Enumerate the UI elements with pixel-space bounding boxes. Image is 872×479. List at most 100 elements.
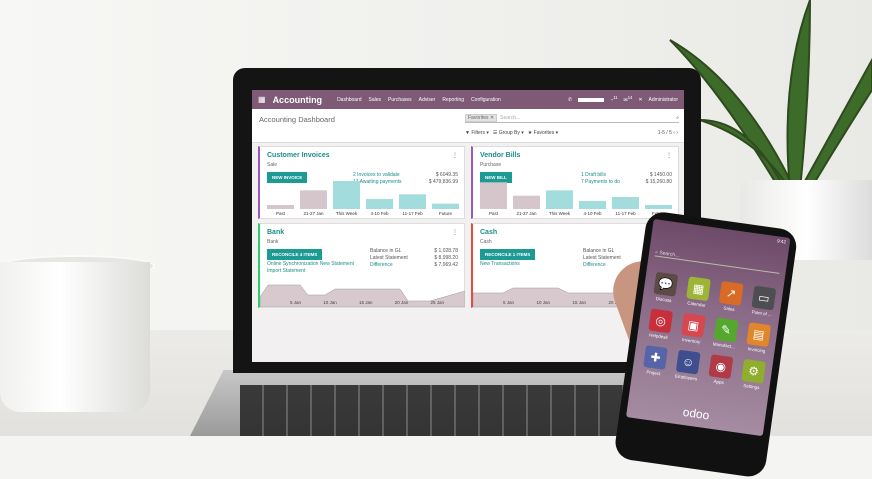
reconcile-button[interactable]: RECONCILE 4 ITEMS [267, 249, 323, 260]
difference-link[interactable]: Difference [583, 262, 606, 268]
new-invoice-button[interactable]: NEW INVOICE [267, 172, 308, 183]
kebab-menu-icon[interactable]: ⋮ [452, 230, 458, 236]
app-icon: ✎ [713, 317, 739, 343]
menu-sales[interactable]: Sales [368, 96, 382, 103]
x-label: 15 Jan [572, 300, 586, 305]
invoices-to-validate-link[interactable]: 2 Invoices to validate [353, 172, 400, 178]
app-tile[interactable]: ⚙ Settings [736, 358, 770, 391]
app-tile[interactable]: 💬 Discuss [648, 271, 682, 304]
bar[interactable] [267, 205, 294, 209]
value: $ 6049.35 [435, 172, 458, 178]
app-tile[interactable]: ◉ Apps [704, 354, 738, 387]
bar[interactable] [546, 190, 573, 209]
card-title[interactable]: Customer Invoices [267, 152, 330, 159]
app-icon: ▤ [746, 322, 772, 348]
app-label: Invoicing [747, 346, 766, 354]
prev-page-button[interactable]: ‹ [673, 130, 675, 136]
activity-icon[interactable]: ◔11 [610, 95, 618, 104]
payments-to-do-link[interactable]: 7 Payments to do [581, 179, 620, 185]
bar-label: 11-17 Feb [402, 211, 423, 216]
bar-label: 4-10 Feb [583, 211, 602, 216]
phone-input[interactable] [578, 97, 605, 102]
bar[interactable] [513, 195, 540, 209]
odoo-logo: odoo [681, 404, 711, 423]
app-tile[interactable]: ↗ Sales [714, 280, 748, 313]
phone-icon[interactable]: ✆ [567, 96, 573, 103]
app-tile[interactable]: ▭ Point of ... [747, 285, 781, 318]
bar[interactable] [300, 190, 327, 209]
apps-menu-icon[interactable]: ▦ [258, 95, 266, 104]
filters-dropdown[interactable]: ▼ Filters ▾ [465, 130, 489, 136]
messages-icon[interactable]: ✉14 [623, 95, 633, 104]
app-label: Helpdesk [648, 332, 669, 340]
menu-adviser[interactable]: Adviser [418, 96, 436, 103]
bar[interactable] [366, 199, 393, 209]
bar[interactable] [480, 182, 507, 209]
bar[interactable] [579, 201, 606, 209]
user-menu[interactable]: Administrator [648, 96, 678, 103]
app-icon: ◎ [648, 308, 674, 334]
menu-dashboard[interactable]: Dashboard [337, 96, 362, 103]
app-tile[interactable]: ✚ Project [638, 345, 672, 378]
group-by-dropdown[interactable]: ☰ Group By ▾ [492, 130, 524, 136]
app-icon: ▦ [686, 276, 711, 302]
app-tile[interactable]: ✎ Manufact... [709, 317, 743, 350]
new-bill-button[interactable]: NEW BILL [480, 172, 512, 183]
label: Balance in GL [370, 248, 402, 254]
phone-search[interactable]: ⌕ Search... [654, 249, 781, 274]
bar[interactable] [612, 197, 639, 209]
kebab-menu-icon[interactable]: ⋮ [666, 153, 672, 159]
new-statement-link[interactable]: New Statement [319, 261, 354, 267]
vendor-bills-card: Vendor Bills Purchase ⋮ NEW BILL 1 Draft… [471, 146, 679, 219]
app-icon: ↗ [718, 280, 744, 306]
control-panel: Accounting Dashboard Favorites ✕ Search.… [252, 109, 684, 143]
x-label: 25 Jan [430, 300, 444, 305]
label: Balance in GL [583, 248, 615, 254]
favorites-dropdown[interactable]: ★ Favorites ▾ [527, 130, 559, 136]
app-tile[interactable]: ▣ Inventory [676, 312, 710, 345]
menu-purchases[interactable]: Purchases [388, 96, 412, 103]
phone-clock: 9:42 [776, 238, 787, 245]
bar[interactable] [645, 205, 672, 209]
reconcile-button[interactable]: RECONCILE 1 ITEMS [480, 249, 536, 260]
value: $ 479,836.99 [428, 179, 458, 185]
app-tile[interactable]: ◎ Helpdesk [643, 308, 677, 341]
favorites-facet[interactable]: Favorites ✕ [465, 113, 498, 122]
menu-configuration[interactable]: Configuration [471, 96, 501, 103]
kebab-menu-icon[interactable]: ⋮ [452, 153, 458, 159]
bar-label: This Week [336, 211, 358, 216]
import-statement-link[interactable]: Import Statement [267, 268, 306, 274]
app-label: Project [646, 369, 661, 377]
bar[interactable] [333, 181, 360, 209]
bar-label: 4-10 Feb [370, 211, 389, 216]
app-tile[interactable]: ▤ Invoicing [741, 322, 775, 355]
bank-card: Bank Bank ⋮ RECONCILE 4 ITEMS Online Syn… [258, 223, 465, 308]
draft-bills-link[interactable]: 1 Draft bills [581, 172, 607, 178]
card-title[interactable]: Bank [267, 229, 285, 236]
laptop-keyboard [240, 385, 690, 436]
awaiting-payments-link[interactable]: 17 Awaiting payments [353, 179, 402, 185]
difference-link[interactable]: Difference [370, 262, 393, 268]
card-title[interactable]: Cash [480, 229, 498, 236]
laptop-screen: ▦ Accounting Dashboard Sales Purchases A… [252, 90, 684, 362]
app-tile[interactable]: ☺ Employees [671, 349, 705, 382]
card-title[interactable]: Vendor Bills [480, 152, 521, 159]
app-title: Accounting [272, 94, 323, 105]
card-subtitle: Bank [267, 239, 279, 245]
online-sync-link[interactable]: Online Synchronization [267, 261, 319, 267]
next-page-button[interactable]: › [676, 130, 678, 136]
search-input[interactable]: Search... [500, 114, 521, 121]
coffee-mug [0, 262, 150, 412]
bar[interactable] [432, 203, 459, 209]
close-icon[interactable]: ✕ [638, 96, 643, 103]
bar-label: Past [489, 211, 499, 216]
menu-reporting[interactable]: Reporting [442, 96, 465, 103]
search-bar[interactable]: Favorites ✕ Search... ⌕ [465, 113, 679, 123]
app-icon: ◉ [708, 354, 734, 380]
new-transactions-link[interactable]: New Transactions [480, 261, 520, 267]
invoices-bar-chart: Past 21-27 Jan This Week 4-10 Feb 11-17 Feb F… [267, 181, 459, 216]
bar[interactable] [399, 194, 426, 209]
search-icon[interactable]: ⌕ [676, 114, 679, 121]
app-tile[interactable]: ▦ Calendar [681, 276, 715, 309]
app-label: Inventory [681, 337, 701, 345]
